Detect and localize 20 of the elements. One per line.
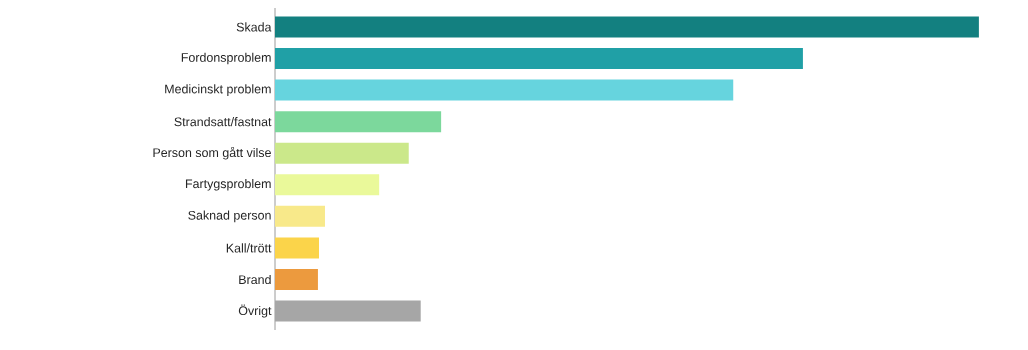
- y-tick-label: Saknad person: [188, 210, 271, 223]
- y-tick-label: Strandsatt/fastnat: [174, 117, 272, 127]
- y-tick-label: Fordonsproblem: [181, 52, 271, 65]
- bar: [275, 174, 380, 196]
- y-tick-label: Brand: [239, 274, 271, 285]
- bar: [275, 205, 325, 227]
- bar: [275, 142, 409, 164]
- bar: [275, 269, 318, 290]
- bar: [275, 16, 979, 38]
- y-tick-label: Person som gått vilse: [153, 146, 271, 160]
- y-tick-label: Skada: [236, 22, 272, 32]
- bar: [275, 79, 734, 101]
- y-tick-label: Övrigt: [238, 304, 272, 318]
- y-tick-label: Kall/trött: [226, 243, 272, 253]
- y-tick-label: Medicinskt problem: [165, 84, 271, 96]
- bar: [275, 111, 442, 133]
- bar: [275, 48, 803, 70]
- y-tick-label: Fartygsproblem: [185, 178, 271, 191]
- bar: [275, 237, 319, 259]
- bar: [275, 300, 421, 322]
